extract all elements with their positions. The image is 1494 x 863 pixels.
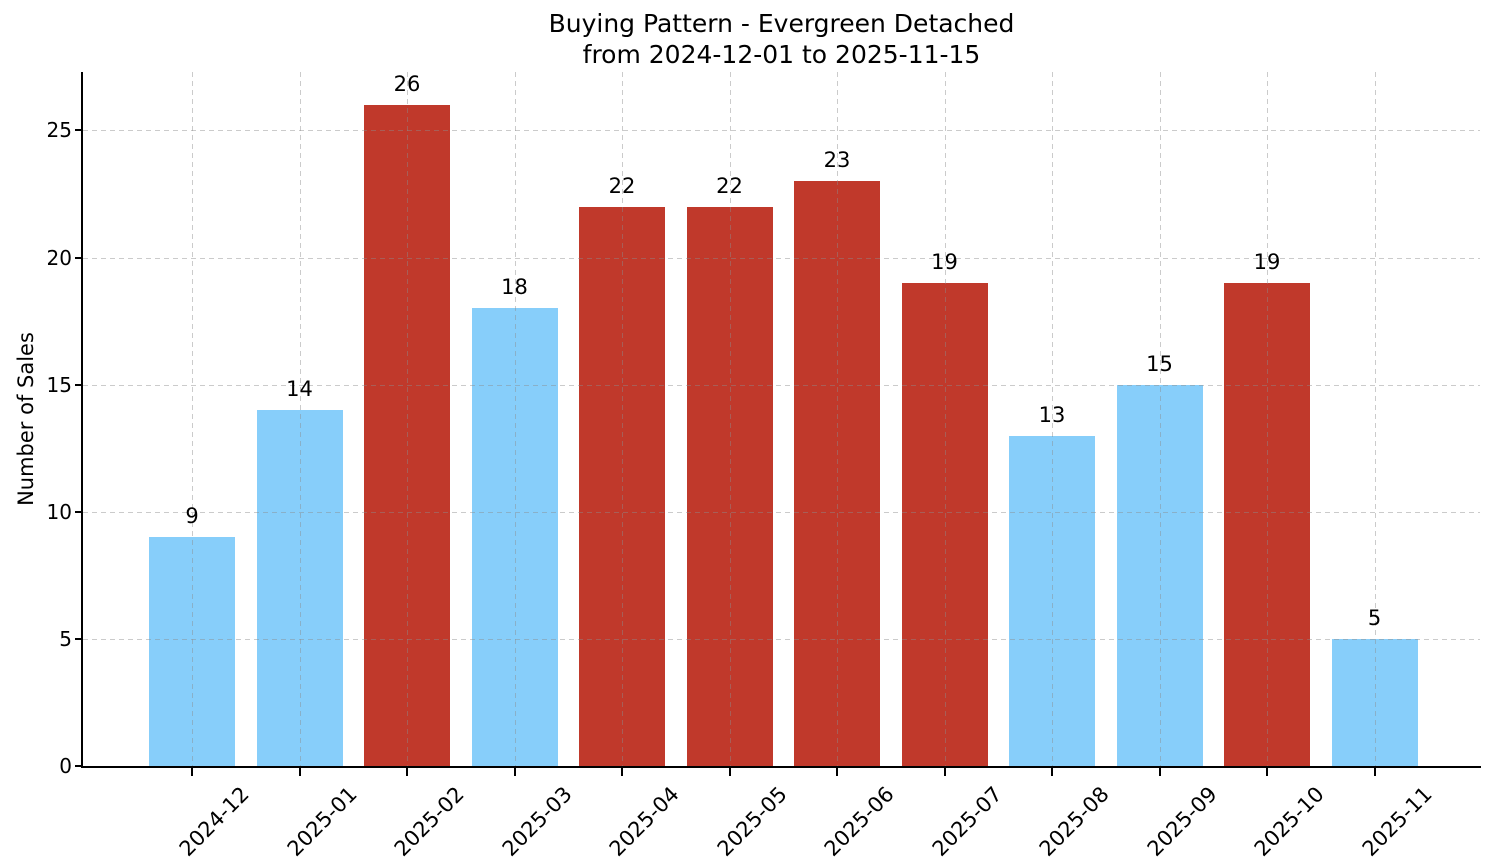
y-tick-label: 15 — [46, 372, 72, 397]
bar-2025-02 — [364, 105, 450, 766]
y-tick-label: 25 — [46, 118, 72, 143]
vertical-gridline — [837, 72, 838, 766]
x-tick-mark — [1373, 768, 1376, 776]
x-tick-mark — [513, 768, 516, 776]
x-tick-mark — [1158, 768, 1161, 776]
vertical-gridline — [514, 72, 516, 766]
x-tick-label: 2025-10 — [1249, 782, 1329, 862]
bar-2025-11 — [1331, 638, 1418, 766]
vertical-gridline — [192, 72, 193, 766]
x-axis-spine — [81, 766, 1481, 768]
bar-value-label: 18 — [501, 275, 528, 300]
horizontal-gridline — [83, 638, 1480, 640]
x-tick-label: 2025-06 — [819, 782, 899, 862]
vertical-gridline — [1267, 72, 1268, 766]
bar-value-label: 19 — [931, 249, 958, 274]
x-tick-mark — [1266, 768, 1268, 776]
y-tick-label: 20 — [46, 245, 72, 270]
y-tick-mark — [75, 129, 83, 132]
bar-value-label: 9 — [185, 504, 199, 529]
bar-2025-07 — [901, 282, 988, 766]
y-tick-mark — [75, 256, 83, 259]
chart-title: Buying Pattern - Evergreen Detached — [548, 9, 1015, 38]
bar-2025-09 — [1116, 384, 1203, 766]
bar-value-label: 13 — [1038, 402, 1066, 427]
y-tick-label: 10 — [46, 499, 72, 524]
chart-title-block: Buying Pattern - Evergreen Detached from… — [83, 8, 1480, 70]
x-tick-label: 2025-07 — [927, 782, 1007, 862]
bar-2025-05 — [686, 206, 773, 766]
x-tick-mark — [728, 768, 731, 776]
bar-2025-06 — [794, 181, 880, 766]
bar-2025-04 — [579, 206, 665, 766]
y-tick-mark — [75, 765, 83, 767]
y-tick-label: 0 — [59, 754, 72, 778]
bar-value-label: 22 — [608, 173, 636, 198]
x-tick-label: 2025-04 — [604, 782, 684, 862]
x-tick-label: 2024-12 — [174, 782, 254, 862]
x-tick-label: 2025-03 — [497, 782, 577, 862]
bar-2025-08 — [1009, 435, 1095, 766]
vertical-gridline — [622, 72, 623, 766]
bar-value-label: 15 — [1146, 351, 1173, 376]
vertical-gridline — [729, 72, 731, 766]
bar-2025-01 — [256, 410, 343, 766]
bar-2024-12 — [149, 537, 235, 766]
y-tick-mark — [75, 383, 83, 386]
horizontal-gridline — [83, 511, 1480, 513]
x-tick-label: 2025-08 — [1034, 782, 1114, 862]
y-axis-label: Number of Sales — [14, 332, 38, 506]
x-tick-label: 2025-09 — [1142, 782, 1222, 862]
vertical-gridline — [1374, 72, 1376, 766]
x-tick-mark — [1051, 768, 1053, 776]
y-axis-spine — [81, 72, 83, 768]
horizontal-gridline — [83, 130, 1480, 132]
x-tick-label: 2025-05 — [712, 782, 792, 862]
x-tick-label: 2025-02 — [389, 782, 469, 862]
vertical-gridline — [299, 72, 301, 766]
bar-value-label: 22 — [716, 173, 743, 198]
x-tick-mark — [836, 768, 838, 776]
bar-value-label: 14 — [286, 377, 313, 402]
x-tick-mark — [621, 768, 623, 776]
chart-subtitle: from 2024-12-01 to 2025-11-15 — [582, 40, 981, 69]
vertical-gridline — [407, 72, 408, 766]
y-tick-mark — [75, 510, 83, 513]
x-tick-mark — [298, 768, 301, 776]
bar-value-label: 19 — [1253, 249, 1281, 274]
vertical-gridline — [1159, 72, 1161, 766]
horizontal-gridline — [83, 257, 1480, 259]
bar-2025-03 — [471, 308, 558, 766]
x-tick-mark — [943, 768, 946, 776]
y-tick-mark — [75, 637, 83, 640]
bar-value-label: 5 — [1367, 605, 1382, 630]
bar-value-label: 23 — [823, 148, 851, 173]
horizontal-gridline — [83, 384, 1480, 386]
vertical-gridline — [1052, 72, 1053, 766]
bar-2025-10 — [1224, 282, 1310, 766]
bar-value-label: 26 — [393, 72, 421, 97]
x-tick-mark — [406, 768, 408, 776]
x-tick-mark — [191, 768, 193, 776]
vertical-gridline — [944, 72, 946, 766]
x-tick-label: 2025-01 — [282, 782, 362, 862]
y-tick-label: 5 — [59, 626, 72, 651]
x-tick-label: 2025-11 — [1357, 782, 1437, 862]
